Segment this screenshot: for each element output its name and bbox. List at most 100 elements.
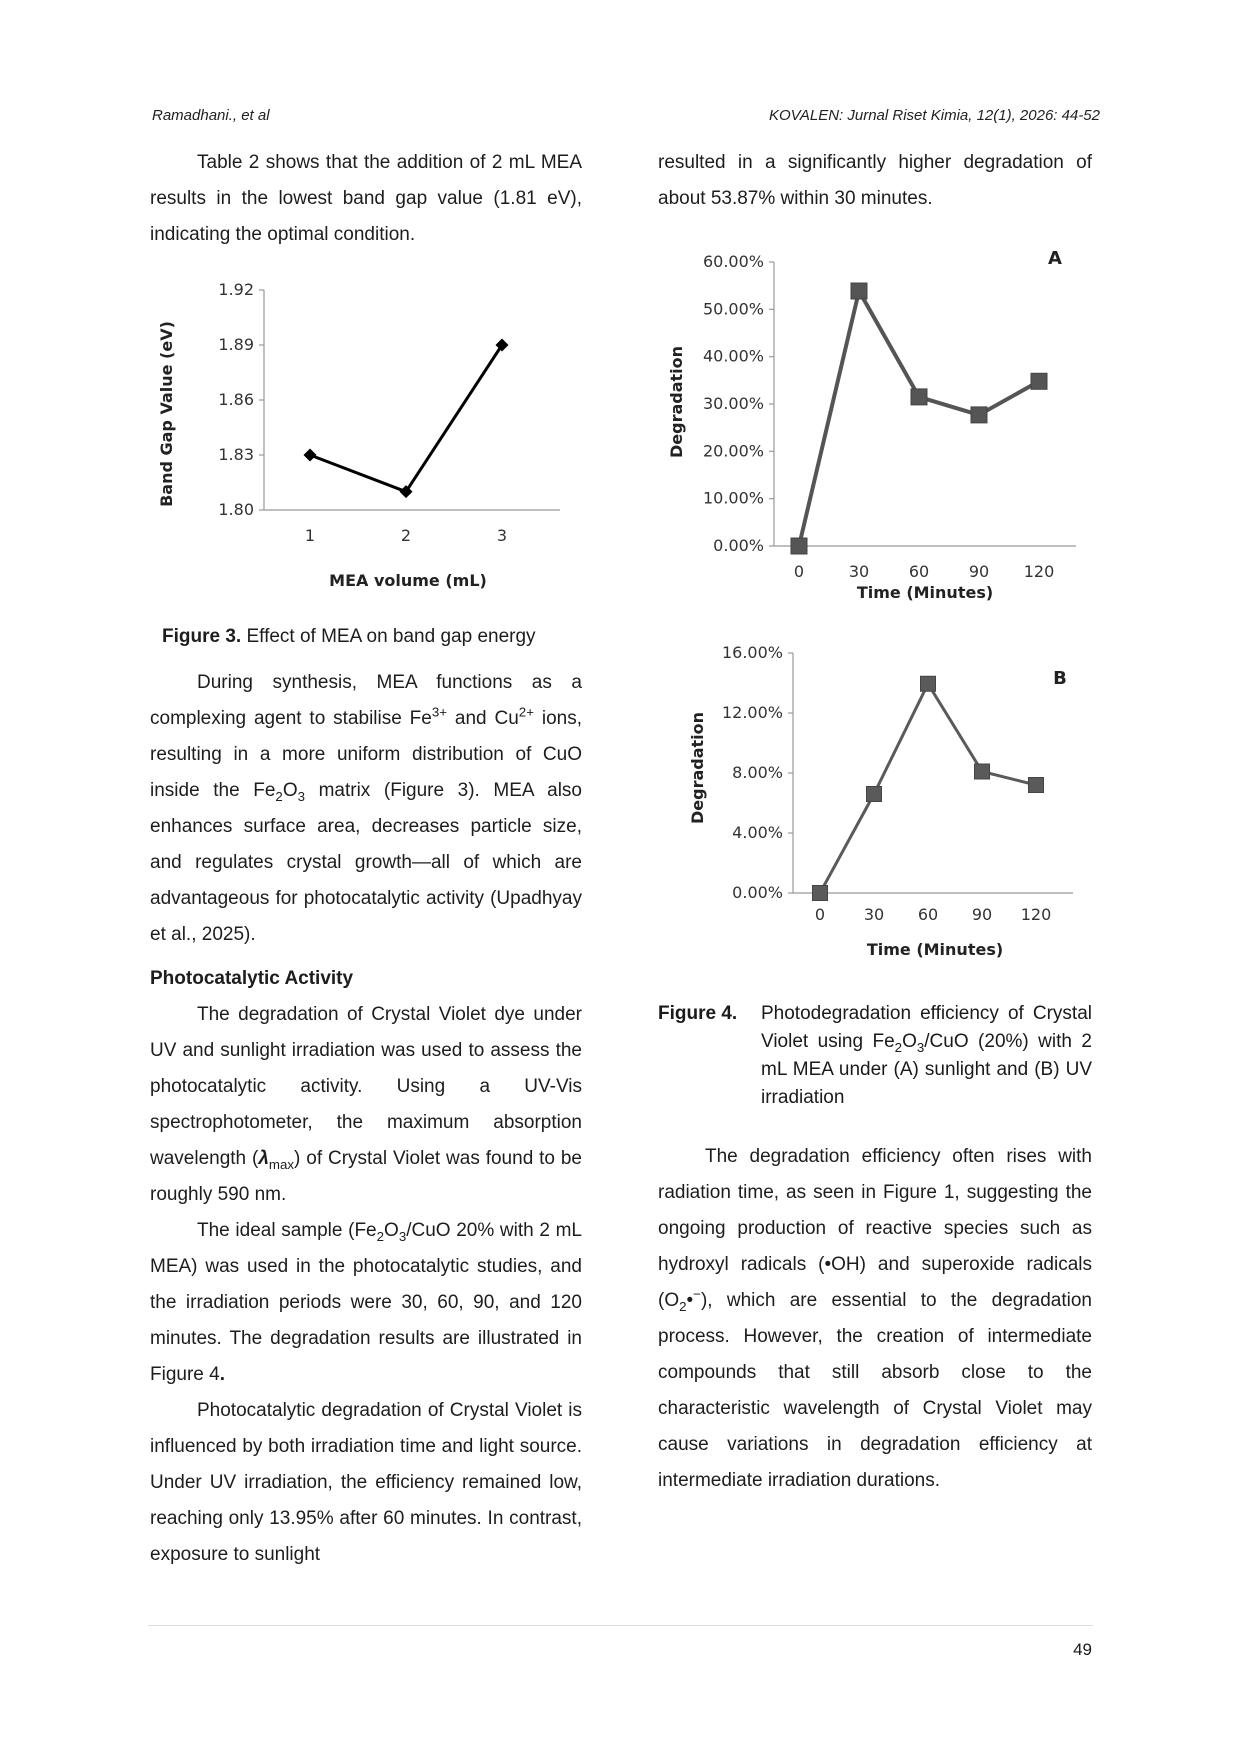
paragraph-efficiency-discussion: The degradation efficiency often rises w… xyxy=(658,1139,1092,1499)
superscript: 2+ xyxy=(518,704,534,720)
x-tick-label: 0 xyxy=(815,905,825,924)
figure-3-caption-label: Figure 3. xyxy=(162,626,242,647)
figure-4-caption-text: Photodegradation efficiency of Crystal V… xyxy=(761,1000,1092,1112)
data-point xyxy=(812,885,828,901)
y-axis-label: Degradation xyxy=(688,712,707,824)
subscript: 2 xyxy=(275,788,283,804)
y-tick-label: 10.00% xyxy=(703,489,764,508)
degradation-uv-svg: B Degradation 0.00% 4.00% 8.00% 12.00% 16.00… xyxy=(688,643,1073,959)
paragraph-ideal-sample: The ideal sample (Fe2O3/CuO 20% with 2 m… xyxy=(150,1213,582,1393)
right-column-top: resulted in a significantly higher degra… xyxy=(658,145,1092,217)
degradation-sunlight-svg: A Degradation 0.00% 10.00% 20.00% 30.00% 40.… xyxy=(667,248,1076,602)
x-tick-label: 30 xyxy=(849,562,869,581)
x-tick-label: 90 xyxy=(972,905,992,924)
paragraph-table2: Table 2 shows that the addition of 2 mL … xyxy=(150,152,582,245)
data-point xyxy=(850,282,868,300)
y-tick-label: 40.00% xyxy=(703,347,764,366)
left-column-bottom: During synthesis, MEA functions as a com… xyxy=(150,665,582,1573)
y-tick-label: 0.00% xyxy=(732,883,783,902)
text-run: matrix (Figure 3). MEA also enhances sur… xyxy=(150,780,582,945)
text-run: The ideal sample (Fe xyxy=(197,1220,377,1241)
data-point xyxy=(399,485,413,499)
y-tick-label: 1.86 xyxy=(218,390,254,409)
subscript: max xyxy=(268,1156,295,1172)
data-point xyxy=(303,448,317,462)
figure-4-caption-label: Figure 4. xyxy=(658,1003,738,1024)
text-run: Photodegradation efficiency of Crystal V… xyxy=(761,1003,1092,1052)
data-point xyxy=(495,338,509,352)
superscript: 3+ xyxy=(431,704,448,720)
x-tick-label: 60 xyxy=(918,905,938,924)
text-run: and Cu xyxy=(447,708,519,729)
y-tick-label: 1.80 xyxy=(218,500,254,519)
lambda-symbol: λ xyxy=(258,1148,269,1169)
x-tick-label: 1 xyxy=(305,526,315,545)
x-tick-label: 120 xyxy=(1021,905,1052,924)
y-tick-label: 50.00% xyxy=(703,299,764,318)
page-number: 49 xyxy=(1073,1640,1092,1659)
text-run: During synthesis, MEA functions as a com… xyxy=(150,672,582,729)
y-tick-label: 60.00% xyxy=(703,252,764,271)
text-run: ), which are essential to the degradatio… xyxy=(658,1290,1092,1491)
text-run: O xyxy=(282,780,298,801)
x-axis-label: MEA volume (mL) xyxy=(329,571,487,590)
figure-3-caption: Figure 3. Effect of MEA on band gap ener… xyxy=(162,626,536,648)
y-tick-label: 4.00% xyxy=(732,823,783,842)
y-tick-label: 1.89 xyxy=(218,335,254,354)
y-axis-label: Band Gap Value (eV) xyxy=(157,321,176,507)
figure-4a-chart: A Degradation 0.00% 10.00% 20.00% 30.00% 40.… xyxy=(658,240,1098,620)
series-line xyxy=(309,344,504,494)
data-point xyxy=(970,406,988,424)
paragraph-degradation-method: The degradation of Crystal Violet dye un… xyxy=(150,997,582,1213)
text-run: ions, resulting in a more uniform distri… xyxy=(150,708,582,801)
figure-3-caption-text: Effect of MEA on band gap energy xyxy=(241,626,536,647)
subscript: 2 xyxy=(894,1039,903,1055)
data-point xyxy=(910,388,928,406)
paragraph-light-source: Photocatalytic degradation of Crystal Vi… xyxy=(150,1400,582,1565)
x-tick-label: 60 xyxy=(909,562,929,581)
text-run: The degradation efficiency often rises w… xyxy=(658,1146,1092,1311)
bold-period: . xyxy=(219,1364,225,1385)
data-point xyxy=(1028,777,1044,793)
data-point xyxy=(974,763,990,780)
running-header-journal: KOVALEN: Jurnal Riset Kimia, 12(1), 2026… xyxy=(769,107,1100,124)
x-tick-label: 0 xyxy=(794,562,804,581)
data-point xyxy=(866,786,882,802)
x-tick-label: 30 xyxy=(864,905,884,924)
y-tick-label: 20.00% xyxy=(703,441,764,460)
running-header-authors: Ramadhani., et al xyxy=(152,107,270,124)
data-point xyxy=(920,675,936,692)
text-run: /CuO 20% with 2 mL MEA) was used in the … xyxy=(150,1220,582,1385)
paragraph-sunlight-result: resulted in a significantly higher degra… xyxy=(658,152,1092,209)
subscript: 2 xyxy=(679,1298,687,1314)
band-gap-svg: Band Gap Value (eV) 1.80 1.83 1.86 1.89 1.92… xyxy=(157,280,560,590)
y-tick-label: 1.92 xyxy=(218,280,254,299)
y-tick-label: 0.00% xyxy=(713,536,764,555)
subscript: 3 xyxy=(297,788,305,804)
section-heading-photocatalytic: Photocatalytic Activity xyxy=(150,968,354,989)
y-tick-label: 12.00% xyxy=(722,703,783,722)
superscript: − xyxy=(693,1286,701,1302)
subscript: 2 xyxy=(376,1228,385,1244)
left-column-top: Table 2 shows that the addition of 2 mL … xyxy=(150,145,582,253)
series-line xyxy=(797,289,1040,547)
data-point xyxy=(790,537,808,555)
x-tick-label: 3 xyxy=(497,526,507,545)
subscript: 3 xyxy=(916,1039,925,1055)
x-tick-label: 2 xyxy=(401,526,411,545)
text-run: O xyxy=(384,1220,399,1241)
y-axis-label: Degradation xyxy=(667,346,686,458)
panel-label-b: B xyxy=(1053,668,1067,689)
y-tick-label: 8.00% xyxy=(732,763,783,782)
y-tick-label: 16.00% xyxy=(722,643,783,662)
data-point xyxy=(1030,372,1048,390)
x-axis-label: Time (Minutes) xyxy=(857,583,993,602)
text-run: ) of Crystal Violet was found to be roug… xyxy=(150,1148,582,1205)
x-tick-label: 120 xyxy=(1024,562,1055,581)
panel-label-a: A xyxy=(1048,248,1062,269)
subscript: 3 xyxy=(398,1228,407,1244)
y-tick-label: 30.00% xyxy=(703,394,764,413)
figure-3-chart: Band Gap Value (eV) 1.80 1.83 1.86 1.89 1.92… xyxy=(150,270,590,600)
y-tick-label: 1.83 xyxy=(218,445,254,464)
